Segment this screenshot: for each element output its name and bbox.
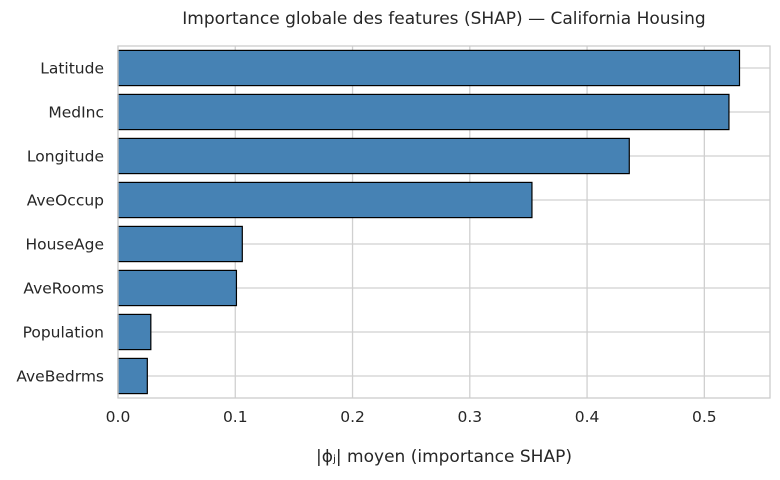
bar-aveoccup <box>117 181 533 219</box>
x-axis-label: |ϕⱼ| moyen (importance SHAP) <box>316 447 572 467</box>
bar-population <box>117 313 152 351</box>
category-label: Population <box>23 324 104 342</box>
category-label: AveBedrms <box>16 368 104 386</box>
x-tick-label: 0.1 <box>223 408 248 426</box>
bar-latitude <box>117 49 741 87</box>
x-tick-labels: 0.0 0.1 0.2 0.3 0.4 0.5 <box>106 408 717 426</box>
category-label: Longitude <box>27 148 104 166</box>
bar-averooms <box>117 269 238 307</box>
bar-avebedrms <box>117 357 148 395</box>
category-label: MedInc <box>48 104 104 122</box>
bars <box>117 49 741 395</box>
category-label: Latitude <box>40 60 104 78</box>
plot-frame <box>117 45 771 399</box>
x-tick-label: 0.5 <box>692 408 717 426</box>
category-label: HouseAge <box>25 236 104 254</box>
chart-title: Importance globale des features (SHAP) —… <box>182 9 705 29</box>
bar-houseage <box>117 225 243 263</box>
x-tick-label: 0.3 <box>457 408 482 426</box>
bar-medinc <box>117 93 730 131</box>
category-labels: Latitude MedInc Longitude AveOccup HouseAge A… <box>16 60 104 386</box>
x-tick-label: 0.2 <box>340 408 365 426</box>
x-tick-label: 0.4 <box>575 408 600 426</box>
x-tick-label: 0.0 <box>106 408 131 426</box>
bar-longitude <box>117 137 630 175</box>
category-label: AveOccup <box>27 192 104 210</box>
category-label: AveRooms <box>23 280 104 298</box>
